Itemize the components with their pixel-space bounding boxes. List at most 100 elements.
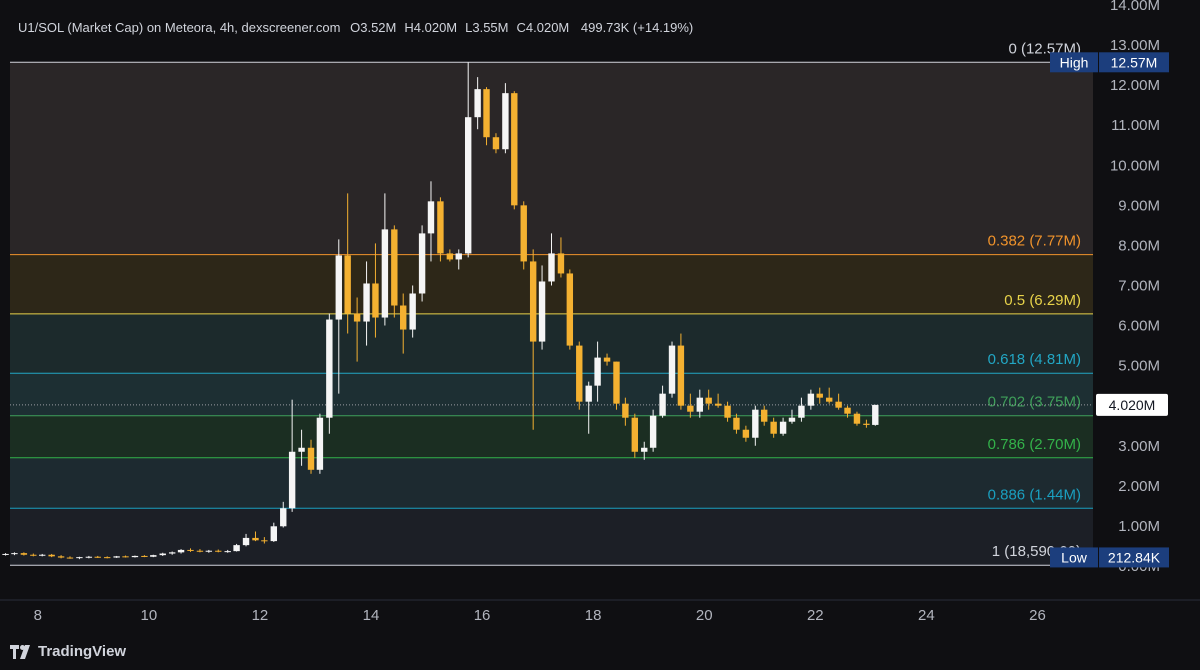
candle-body — [548, 253, 555, 282]
x-tick-label: 16 — [474, 607, 491, 624]
candle — [825, 387, 833, 404]
ohlc-l: L3.55M — [465, 20, 509, 35]
candle-body — [520, 205, 527, 262]
fib-zone — [10, 508, 1093, 566]
price-tag-name: High — [1060, 54, 1089, 70]
candle-body — [613, 361, 620, 404]
y-tick-label: 7.00M — [1118, 277, 1160, 294]
candle-body — [677, 345, 685, 406]
candle-body — [131, 555, 139, 558]
candle — [511, 91, 518, 210]
candle — [502, 83, 509, 154]
candle — [233, 543, 240, 552]
candle-body — [2, 553, 9, 555]
candle — [492, 133, 500, 154]
candle-body — [215, 550, 222, 552]
candle-body — [641, 447, 648, 452]
candle — [529, 249, 537, 430]
candle — [215, 549, 222, 553]
x-tick-label: 12 — [252, 607, 269, 624]
tradingview-logo[interactable]: TradingView — [10, 643, 126, 660]
price-tag-name-box — [1050, 547, 1098, 568]
candle-body — [409, 293, 416, 330]
candle — [557, 237, 565, 278]
ohlc-readout: O3.52M H4.020M L3.55M C4.020M — [344, 20, 569, 35]
candle — [30, 553, 37, 557]
fib-level-label: 0.786 (2.70M) — [988, 436, 1081, 453]
candle — [427, 181, 435, 262]
candle — [141, 555, 148, 558]
candle — [576, 341, 583, 410]
candle — [11, 552, 18, 556]
candle-body — [492, 137, 500, 150]
candle-body — [400, 305, 407, 330]
candle-body — [242, 537, 250, 546]
candle — [844, 405, 851, 418]
candle-body — [307, 447, 315, 470]
candle-body — [252, 537, 259, 541]
candle-body — [761, 409, 768, 422]
candle-body — [464, 117, 472, 254]
price-axis — [1094, 0, 1200, 600]
candle-body — [57, 556, 65, 558]
fib-zone — [10, 62, 1093, 255]
candle — [94, 555, 101, 558]
candle-body — [649, 415, 657, 448]
candle — [649, 409, 657, 452]
candle — [316, 413, 324, 474]
candle-body — [177, 549, 185, 553]
candle — [668, 341, 676, 398]
candle — [280, 501, 287, 528]
candle — [400, 293, 407, 354]
y-tick-label: 8.00M — [1118, 237, 1160, 254]
candle — [205, 549, 213, 553]
fib-zone — [10, 415, 1093, 458]
candle — [863, 419, 870, 428]
candle-body — [705, 397, 712, 404]
candle — [224, 549, 231, 553]
price-tag-name: Low — [1061, 549, 1088, 565]
candle — [168, 551, 176, 555]
candle-body — [39, 554, 46, 556]
candle-body — [474, 89, 481, 118]
fib-zone — [10, 457, 1093, 509]
candle — [381, 193, 389, 326]
candle — [85, 555, 93, 559]
candle-body — [224, 551, 231, 553]
y-tick-label: 3.00M — [1118, 438, 1160, 455]
candle-body — [353, 313, 361, 322]
candle-body — [483, 89, 490, 138]
candle-body — [631, 417, 639, 452]
x-tick-label: 18 — [585, 607, 602, 624]
candle — [66, 556, 74, 559]
candle-body — [511, 93, 518, 206]
candle — [520, 201, 527, 270]
candle — [307, 439, 315, 474]
candle-body — [427, 201, 435, 234]
candle — [464, 62, 472, 258]
candle — [409, 285, 416, 338]
candle-body — [752, 409, 759, 438]
y-tick-label: 5.00M — [1118, 358, 1160, 375]
candle — [807, 389, 815, 410]
price-tag-value: 12.57M — [1111, 54, 1158, 70]
candle-body — [437, 201, 444, 254]
candle — [622, 397, 629, 426]
candle-body — [853, 413, 861, 424]
candle-body — [788, 417, 796, 422]
candle-body — [335, 255, 342, 320]
price-tag-low: Low 212.84K — [1050, 547, 1169, 568]
candle-body — [298, 447, 305, 452]
candle-body — [798, 405, 805, 418]
candle — [20, 552, 28, 556]
brand-name: TradingView — [38, 643, 127, 660]
candle — [261, 537, 268, 544]
candle-body — [594, 357, 601, 386]
candle-body — [141, 555, 148, 557]
candle — [57, 555, 65, 559]
current-price-value: 4.020M — [1109, 397, 1156, 413]
candle — [418, 225, 426, 302]
candle-body — [714, 403, 722, 406]
